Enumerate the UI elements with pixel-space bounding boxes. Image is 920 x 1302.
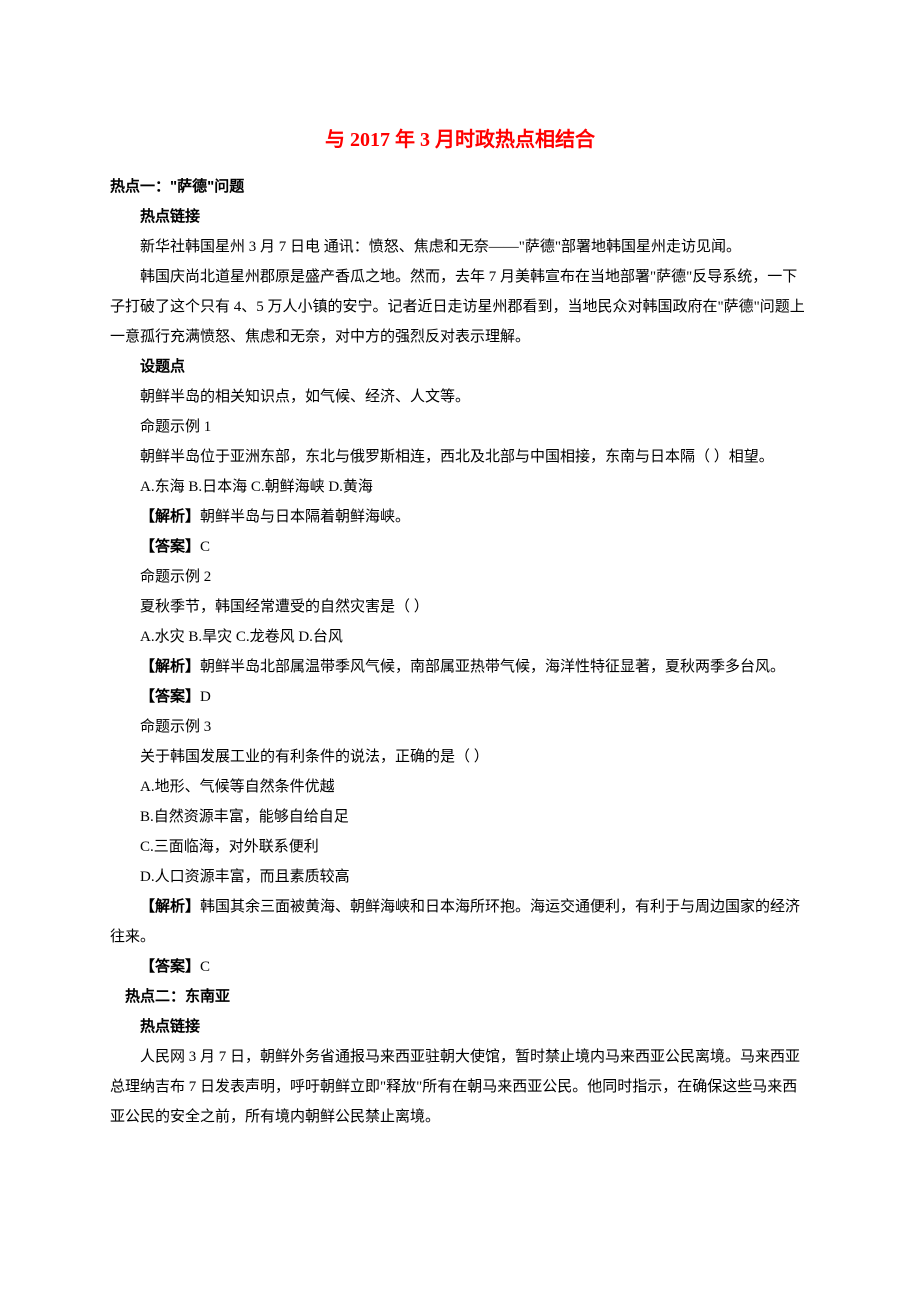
answer-label: 【答案】	[140, 688, 200, 705]
hotspot2-heading: 热点二：东南亚	[110, 982, 810, 1012]
document-page: 与 2017 年 3 月时政热点相结合 热点一："萨德"问题 热点链接 新华社韩…	[0, 0, 920, 1212]
ex3-analysis-text: 韩国其余三面被黄海、朝鲜海峡和日本海所环抱。海运交通便利，有利于与周边国家的经济…	[110, 899, 800, 945]
ex2-answer: 【答案】D	[110, 682, 810, 712]
ex3-analysis: 【解析】韩国其余三面被黄海、朝鲜海峡和日本海所环抱。海运交通便利，有利于与周边国…	[110, 892, 810, 952]
ex2-label: 命题示例 2	[110, 562, 810, 592]
ex3-optD: D.人口资源丰富，而且素质较高	[110, 862, 810, 892]
ex2-stem: 夏秋季节，韩国经常遭受的自然灾害是（ ）	[110, 592, 810, 622]
ex3-optB: B.自然资源丰富，能够自给自足	[110, 802, 810, 832]
answer-label: 【答案】	[140, 958, 200, 975]
hotspot1-topic-text: 朝鲜半岛的相关知识点，如气候、经济、人文等。	[110, 382, 810, 412]
analysis-label: 【解析】	[140, 508, 200, 525]
analysis-label: 【解析】	[140, 898, 200, 915]
ex2-analysis: 【解析】朝鲜半岛北部属温带季风气候，南部属亚热带气候，海洋性特征显著，夏秋两季多…	[110, 652, 810, 682]
ex1-answer-text: C	[200, 539, 210, 555]
ex3-optA: A.地形、气候等自然条件优越	[110, 772, 810, 802]
hotspot1-topic-label: 设题点	[110, 352, 810, 382]
ex1-analysis: 【解析】朝鲜半岛与日本隔着朝鲜海峡。	[110, 502, 810, 532]
analysis-label: 【解析】	[140, 658, 200, 675]
ex3-answer: 【答案】C	[110, 952, 810, 982]
answer-label: 【答案】	[140, 538, 200, 555]
ex1-label: 命题示例 1	[110, 412, 810, 442]
ex3-label: 命题示例 3	[110, 712, 810, 742]
hotspot2-link-p1: 人民网 3 月 7 日，朝鲜外务省通报马来西亚驻朝大使馆，暂时禁止境内马来西亚公…	[110, 1042, 810, 1132]
ex1-options: A.东海 B.日本海 C.朝鲜海峡 D.黄海	[110, 472, 810, 502]
ex2-analysis-text: 朝鲜半岛北部属温带季风气候，南部属亚热带气候，海洋性特征显著，夏秋两季多台风。	[200, 659, 785, 675]
ex2-answer-text: D	[200, 689, 211, 705]
ex3-optC: C.三面临海，对外联系便利	[110, 832, 810, 862]
document-title: 与 2017 年 3 月时政热点相结合	[110, 120, 810, 160]
ex1-answer: 【答案】C	[110, 532, 810, 562]
ex3-stem: 关于韩国发展工业的有利条件的说法，正确的是（ ）	[110, 742, 810, 772]
ex1-analysis-text: 朝鲜半岛与日本隔着朝鲜海峡。	[200, 509, 410, 525]
ex2-options: A.水灾 B.旱灾 C.龙卷风 D.台风	[110, 622, 810, 652]
ex3-answer-text: C	[200, 959, 210, 975]
hotspot2-link-label: 热点链接	[110, 1012, 810, 1042]
hotspot1-link-label: 热点链接	[110, 202, 810, 232]
hotspot1-link-p2: 韩国庆尚北道星州郡原是盛产香瓜之地。然而，去年 7 月美韩宣布在当地部署"萨德"…	[110, 262, 810, 352]
ex1-stem: 朝鲜半岛位于亚洲东部，东北与俄罗斯相连，西北及北部与中国相接，东南与日本隔（ ）…	[110, 442, 810, 472]
hotspot1-heading: 热点一："萨德"问题	[110, 172, 810, 202]
hotspot1-link-p1: 新华社韩国星州 3 月 7 日电 通讯：愤怒、焦虑和无奈——"萨德"部署地韩国星…	[110, 232, 810, 262]
